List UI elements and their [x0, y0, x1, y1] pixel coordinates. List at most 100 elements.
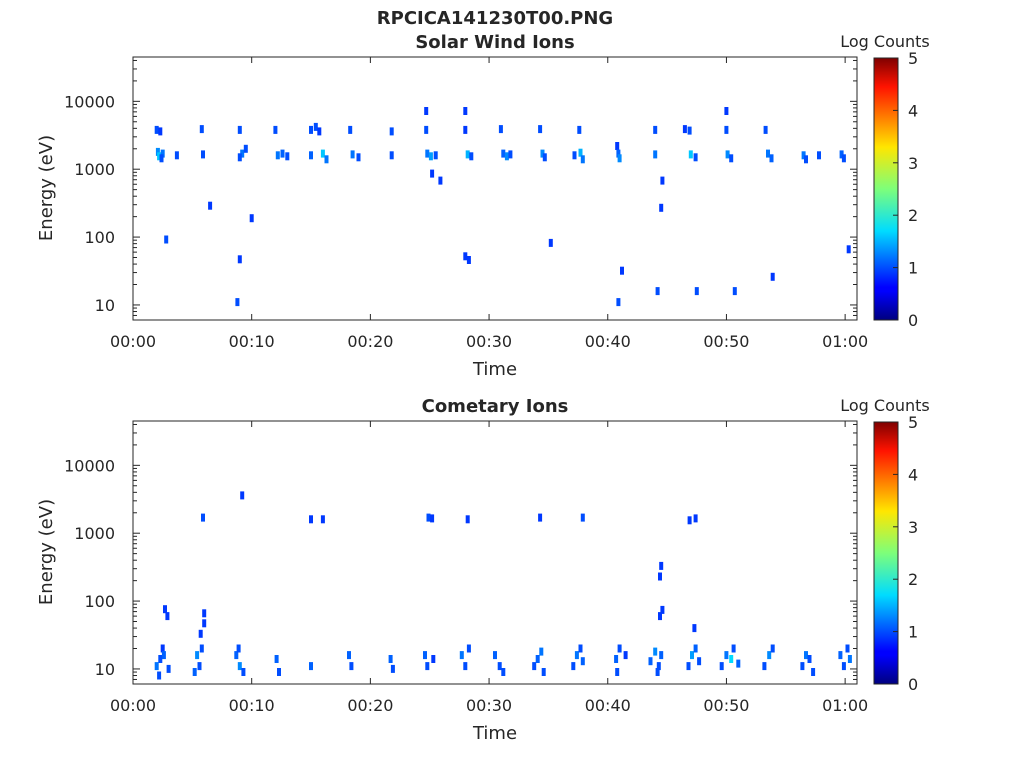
heatmap-cell: [770, 272, 775, 281]
heatmap-cell: [615, 668, 620, 676]
heatmap-cell: [693, 644, 698, 653]
heatmap-cell: [724, 651, 729, 660]
heatmap-cell: [469, 152, 474, 161]
colorbar-tick-label: 4: [908, 101, 918, 120]
heatmap-cell: [465, 150, 470, 159]
heatmap-cell: [237, 662, 242, 671]
heatmap-cell: [769, 154, 774, 163]
plot-area: [132, 420, 858, 685]
heatmap-cell: [195, 651, 200, 660]
x-tick-label: 00:20: [347, 332, 393, 351]
heatmap-cell: [348, 125, 353, 134]
heatmap-cell: [659, 561, 664, 570]
x-tick-label: 01:00: [822, 696, 868, 715]
heatmap-cell: [623, 651, 628, 660]
heatmap-cell: [324, 155, 329, 164]
heatmap-cell: [846, 245, 851, 254]
heatmap-cell: [174, 151, 179, 160]
heatmap-cell: [201, 513, 205, 522]
heatmap-cell: [692, 624, 697, 633]
heatmap-cell: [425, 662, 430, 671]
x-tick-label: 00:10: [229, 332, 275, 351]
heatmap-cell: [767, 651, 772, 660]
heatmap-cell: [347, 651, 351, 660]
heatmap-cell: [388, 655, 393, 663]
heatmap-cell: [154, 662, 159, 671]
heatmap-cell: [617, 644, 622, 653]
heatmap-cell: [841, 154, 846, 163]
heatmap-cell: [466, 256, 471, 264]
colorbar-tick-label: 5: [908, 413, 918, 432]
heatmap-cell: [155, 147, 160, 156]
y-axis-label: Energy (eV): [36, 499, 57, 605]
heatmap-cell: [243, 144, 248, 153]
heatmap-cell: [800, 662, 805, 671]
heatmap-cell: [317, 127, 322, 136]
x-axis-label: Time: [472, 723, 517, 744]
panel-solar-wind: Solar Wind Ions 00:00 00:10 00:20 00:30 00:4…: [36, 32, 930, 380]
y-tick-label: 1000: [74, 160, 115, 179]
heatmap-cell: [166, 664, 171, 673]
heatmap-cell: [237, 153, 242, 162]
heatmap-cell: [731, 644, 736, 653]
heatmap-cell: [309, 151, 313, 160]
heatmap-cell: [466, 644, 471, 653]
y-axis: 10 100 1000 10000: [64, 59, 857, 321]
heatmap-cell: [615, 142, 620, 150]
heatmap-cell: [463, 125, 468, 134]
heatmap-cell: [659, 203, 664, 212]
heatmap-cell: [845, 644, 850, 653]
heatmap-cell: [508, 150, 513, 159]
colorbar-ticks: 0 1 2 3 4 5: [893, 49, 918, 330]
colorbar-label: Log Counts: [840, 396, 930, 415]
x-tick-label: 00:00: [110, 332, 156, 351]
heatmap-cell: [577, 125, 582, 134]
heatmap-cell: [320, 149, 325, 158]
heatmap-cell: [617, 154, 622, 163]
heatmap-cell: [656, 662, 661, 671]
heatmap-cell: [763, 125, 768, 134]
colorbar: [873, 57, 899, 321]
heatmap-cell: [154, 125, 159, 134]
heatmap-cell: [160, 149, 165, 158]
heatmap-cell: [465, 515, 470, 524]
heatmap-cell: [431, 655, 436, 663]
heatmap-cell: [165, 612, 170, 621]
heatmap-cell: [161, 651, 166, 660]
heatmap-cell: [724, 107, 729, 115]
y-tick-label: 10000: [64, 456, 115, 475]
y-tick-label: 10: [95, 296, 115, 315]
heatmap-cell: [841, 662, 846, 671]
heatmap-cell: [580, 657, 585, 666]
heatmap-cell: [356, 153, 361, 162]
heatmap-cell: [653, 150, 658, 159]
x-tick-label: 00:40: [585, 696, 631, 715]
panel-cometary: Cometary Ions 00:00 00:10 00:20 00:30 00:40 0…: [36, 396, 930, 744]
heatmap-cell: [285, 152, 290, 161]
heatmap-cell: [736, 659, 741, 668]
heatmap-cell: [732, 287, 737, 296]
heatmap-cell: [273, 125, 278, 134]
heatmap-cell: [309, 515, 313, 524]
heatmap-cell: [309, 662, 313, 671]
heatmap-cell: [313, 122, 318, 131]
heatmap-cell: [459, 651, 464, 660]
heatmap-cell: [430, 169, 435, 178]
heatmap-cell: [501, 149, 506, 158]
x-tick-label: 00:30: [466, 696, 512, 715]
heatmap-cell: [541, 668, 546, 676]
heatmap-cell: [658, 572, 662, 581]
heatmap-cell: [159, 154, 164, 163]
heatmap-cell: [817, 151, 821, 160]
heatmap-cell: [578, 148, 583, 157]
colorbar-tick-label: 0: [908, 675, 918, 694]
heatmap-cell: [275, 151, 280, 160]
heatmap-cell: [572, 151, 577, 160]
heatmap-cell: [390, 664, 395, 673]
heatmap-cell: [163, 605, 167, 614]
colorbar-tick-label: 2: [908, 206, 918, 225]
heatmap-cell: [199, 644, 204, 653]
heatmap-cell: [235, 298, 240, 307]
heatmap-cell: [697, 657, 702, 666]
